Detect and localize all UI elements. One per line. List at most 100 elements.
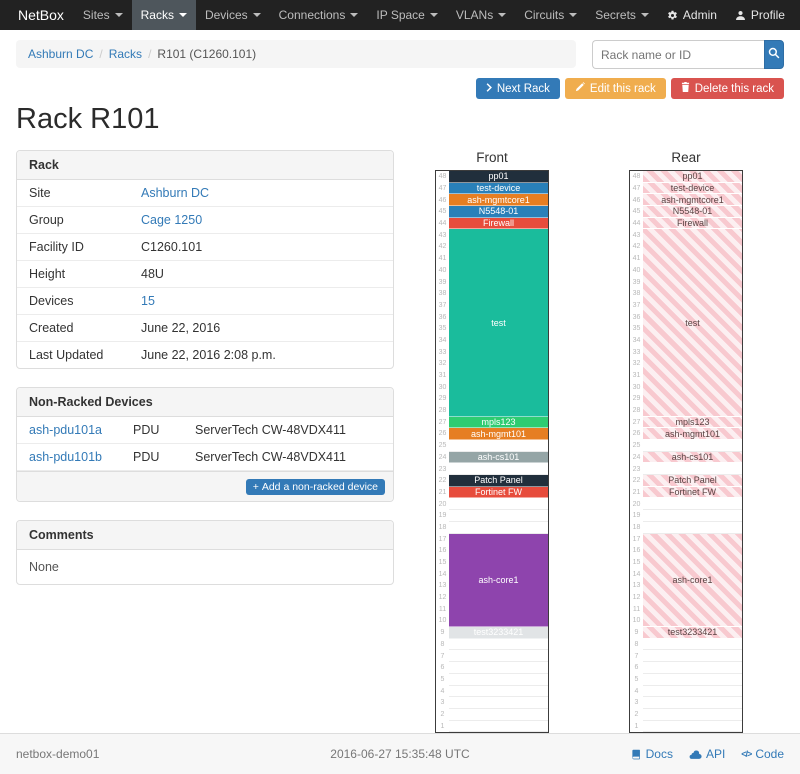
rack-device-front[interactable]: mpls123 [449, 416, 548, 429]
nav-item-label: Connections [278, 8, 346, 22]
unit-number: 43 [438, 231, 447, 239]
footer-link-docs[interactable]: Docs [631, 747, 673, 761]
unit-number: 24 [632, 453, 641, 461]
nav-item-ip-space[interactable]: IP Space [367, 0, 446, 30]
rack-device-rear[interactable]: test3233421 [643, 627, 742, 639]
unit-number: 2 [634, 710, 639, 718]
attr-value-link[interactable]: Ashburn DC [141, 186, 210, 200]
nav-item-circuits[interactable]: Circuits [515, 0, 586, 30]
edit-rack-button[interactable]: Edit this rack [564, 78, 666, 99]
nav-item-log-out[interactable]: Log out [794, 0, 800, 30]
unit-number: 45 [438, 208, 447, 216]
rack-device-rear[interactable]: ash-mgmtcore1 [643, 194, 742, 207]
next-rack-button[interactable]: Next Rack [475, 78, 560, 99]
nav-utility-menu: Admin Profile Log out [658, 0, 800, 30]
rack-device-front[interactable]: ash-core1 [449, 533, 548, 628]
rack-device-front[interactable]: ash-mgmt101 [449, 428, 548, 440]
nav-item-vlans[interactable]: VLANs [447, 0, 515, 30]
rack-device-rear[interactable]: ash-cs101 [643, 451, 742, 464]
rack-device-rear[interactable]: ash-mgmt101 [643, 428, 742, 440]
nav-item-secrets[interactable]: Secrets [586, 0, 658, 30]
unit-number: 34 [438, 336, 447, 344]
unit-number: 39 [438, 278, 447, 286]
brand[interactable]: NetBox [18, 7, 64, 23]
unit-number: 12 [632, 594, 641, 602]
rack-device-rear[interactable]: Fortinet FW [643, 486, 742, 499]
search-input[interactable] [592, 40, 764, 69]
unit-number: 14 [632, 570, 641, 578]
device-link[interactable]: ash-pdu101a [29, 423, 102, 437]
footer-link-api[interactable]: API [689, 747, 725, 761]
rack-device-front[interactable]: Patch Panel [449, 475, 548, 487]
unit-number: 47 [632, 185, 641, 193]
nav-item-admin[interactable]: Admin [658, 0, 726, 30]
rack-details-column: Rack Site Ashburn DC Group Cage 1250 Facilit… [16, 150, 394, 603]
unit-number: 18 [438, 523, 447, 531]
unit-number: 44 [632, 220, 641, 228]
empty-unit [643, 721, 742, 733]
rack-device-front[interactable]: N5548-01 [449, 206, 548, 218]
nav-item-label: VLANs [455, 8, 494, 22]
empty-unit [449, 686, 548, 698]
unit-number: 5 [440, 675, 445, 683]
unit-number: 16 [632, 547, 641, 555]
rack-device-front[interactable]: Fortinet FW [449, 486, 548, 499]
attr-value-link[interactable]: 15 [141, 294, 155, 308]
nav-item-sites[interactable]: Sites [74, 0, 132, 30]
nav-item-devices[interactable]: Devices [196, 0, 270, 30]
rack-device-front[interactable]: pp01 [449, 171, 548, 183]
unit-number: 11 [438, 605, 447, 613]
plus-icon: + [252, 481, 259, 493]
attr-value: Ashburn DC [129, 180, 393, 206]
breadcrumb-link[interactable]: Racks [108, 47, 143, 61]
rack-device-front[interactable]: test-device [449, 182, 548, 195]
rack-device-rear[interactable]: test-device [643, 182, 742, 195]
footer-link-label: Code [755, 747, 784, 762]
next-rack-label: Next Rack [496, 82, 550, 95]
unit-number: 45 [632, 208, 641, 216]
delete-rack-label: Delete this rack [694, 82, 774, 95]
add-nonracked-device-button[interactable]: + Add a non-racked device [245, 479, 385, 495]
unit-number: 16 [438, 547, 447, 555]
rack-device-rear[interactable]: test [643, 229, 742, 417]
empty-unit [449, 522, 548, 534]
attr-value: June 22, 2016 [141, 321, 221, 335]
rack-device-front[interactable]: test3233421 [449, 627, 548, 639]
unit-number: 21 [438, 488, 447, 496]
empty-unit [449, 440, 548, 452]
rack-device-rear[interactable]: Patch Panel [643, 475, 742, 487]
nav-item-profile[interactable]: Profile [726, 0, 794, 30]
attr-value: 48U [141, 267, 164, 281]
breadcrumb-link[interactable]: Ashburn DC [28, 47, 94, 61]
search-icon [768, 47, 780, 62]
empty-unit [643, 709, 742, 721]
attr-value-link[interactable]: Cage 1250 [141, 213, 203, 227]
footer-link-label: Docs [645, 747, 673, 762]
footer-link-code[interactable]: </> Code [741, 747, 784, 761]
nonracked-devices-table: ash-pdu101a PDU ServerTech CW-48VDX411 ash-… [17, 417, 393, 471]
device-link[interactable]: ash-pdu101b [29, 450, 102, 464]
nav-item-label: Secrets [595, 8, 636, 22]
rack-device-rear[interactable]: pp01 [643, 171, 742, 183]
delete-rack-button[interactable]: Delete this rack [670, 78, 784, 99]
rack-device-rear[interactable]: N5548-01 [643, 206, 742, 218]
nav-item-connections[interactable]: Connections [270, 0, 368, 30]
nav-item-racks[interactable]: Racks [131, 0, 196, 30]
rack-device-front[interactable]: ash-cs101 [449, 451, 548, 464]
rack-device-front[interactable]: ash-mgmtcore1 [449, 194, 548, 207]
unit-number: 46 [438, 196, 447, 204]
rack-device-front[interactable]: test [449, 229, 548, 417]
rack-device-rear[interactable]: mpls123 [643, 416, 742, 429]
unit-number: 8 [634, 640, 639, 648]
rack-device-rear[interactable]: ash-core1 [643, 533, 742, 628]
unit-number: 19 [632, 512, 641, 520]
nav-item-label: Circuits [524, 8, 565, 22]
rack-device-rear[interactable]: Firewall [643, 217, 742, 230]
unit-number: 33 [632, 348, 641, 356]
front-elevation-title: Front [476, 150, 508, 165]
nav-item-label: Admin [682, 8, 717, 22]
rack-device-front[interactable]: Firewall [449, 217, 548, 230]
unit-number: 7 [634, 652, 639, 660]
add-nonracked-device-label: Add a non-racked device [261, 481, 378, 493]
search-button[interactable] [764, 40, 784, 69]
